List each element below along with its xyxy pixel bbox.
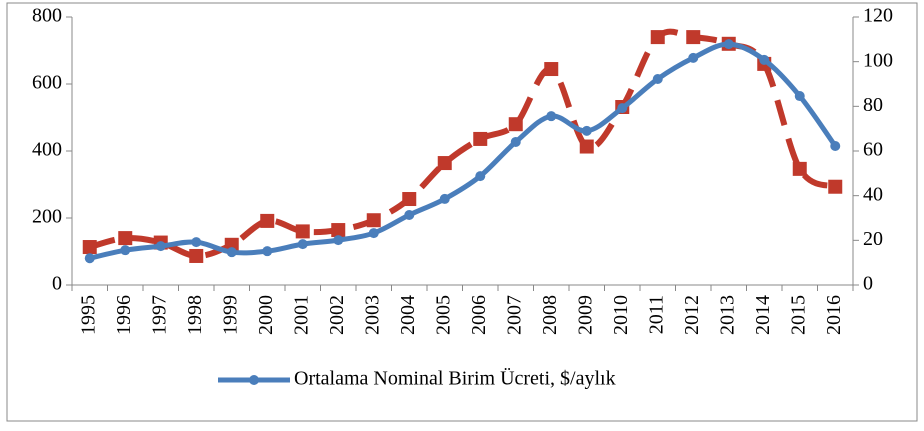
series-line [88, 28, 837, 259]
marker [333, 235, 344, 246]
marker [297, 239, 308, 250]
marker [226, 247, 237, 258]
marker [295, 224, 310, 239]
x-tick-label: 2005 [432, 295, 454, 335]
marker [404, 209, 415, 220]
marker [368, 228, 379, 239]
x-tick-label: 2010 [610, 295, 632, 335]
marker [544, 62, 559, 77]
marker [794, 91, 805, 102]
marker [437, 156, 452, 171]
marker [688, 52, 699, 63]
x-tick-label: 2007 [503, 295, 525, 335]
marker [546, 111, 557, 122]
x-tick-label: 2006 [468, 295, 490, 335]
x-tick-label: 1999 [219, 295, 241, 335]
series-line [89, 41, 838, 261]
marker [189, 248, 204, 263]
x-tick-label: 2014 [752, 295, 774, 335]
y-tick-label: 400 [32, 139, 62, 161]
marker [120, 245, 131, 256]
marker [402, 192, 417, 207]
x-tick-label: 2012 [681, 295, 703, 335]
x-tick-label: 2011 [645, 295, 667, 334]
y-tick-label: 0 [52, 273, 62, 295]
y-tick-label: 800 [32, 5, 62, 27]
marker [759, 54, 770, 65]
y-tick-label: 200 [32, 206, 62, 228]
marker [579, 139, 594, 154]
x-tick-label: 2013 [716, 295, 738, 335]
x-tick-label: 2000 [255, 295, 277, 335]
x-tick-label: 2004 [397, 295, 419, 335]
marker [331, 223, 346, 238]
marker [82, 240, 97, 255]
marker [473, 131, 488, 146]
y2-tick-label: 60 [863, 139, 883, 161]
marker [439, 193, 450, 204]
y2-tick-label: 20 [863, 228, 883, 250]
marker [686, 30, 701, 45]
marker [262, 246, 273, 257]
marker [617, 103, 628, 114]
marker [828, 179, 843, 194]
marker [475, 171, 486, 182]
marker [191, 237, 202, 248]
marker [510, 136, 521, 147]
y-tick-label: 600 [32, 72, 62, 94]
x-tick-label: 1996 [113, 295, 135, 335]
legend-label: Ortalama Nominal Birim Ücreti, $/aylık [294, 367, 616, 390]
marker [792, 161, 807, 176]
x-tick-label: 1997 [148, 295, 170, 335]
marker [581, 125, 592, 136]
x-tick-label: 2009 [574, 295, 596, 335]
x-tick-label: 2016 [823, 295, 845, 335]
x-tick-label: 2015 [787, 295, 809, 335]
marker [260, 213, 275, 228]
marker [652, 73, 663, 84]
y2-tick-label: 100 [863, 49, 893, 71]
x-tick-label: 2001 [290, 295, 312, 335]
marker [366, 213, 381, 228]
marker [84, 253, 95, 264]
y2-tick-label: 120 [863, 5, 893, 27]
chart-frame [6, 2, 918, 422]
marker [118, 231, 133, 246]
marker [650, 30, 665, 45]
legend-marker [249, 375, 259, 385]
x-tick-label: 2003 [361, 295, 383, 335]
y2-tick-label: 0 [863, 273, 873, 295]
marker [508, 117, 523, 132]
x-tick-label: 2008 [539, 295, 561, 335]
marker [224, 237, 239, 252]
y2-tick-label: 40 [863, 183, 883, 205]
x-tick-label: 1995 [77, 295, 99, 335]
x-tick-label: 1998 [184, 295, 206, 335]
marker [723, 39, 734, 50]
marker [155, 241, 166, 252]
x-tick-label: 2002 [326, 295, 348, 335]
marker [830, 140, 841, 151]
y2-tick-label: 80 [863, 94, 883, 116]
